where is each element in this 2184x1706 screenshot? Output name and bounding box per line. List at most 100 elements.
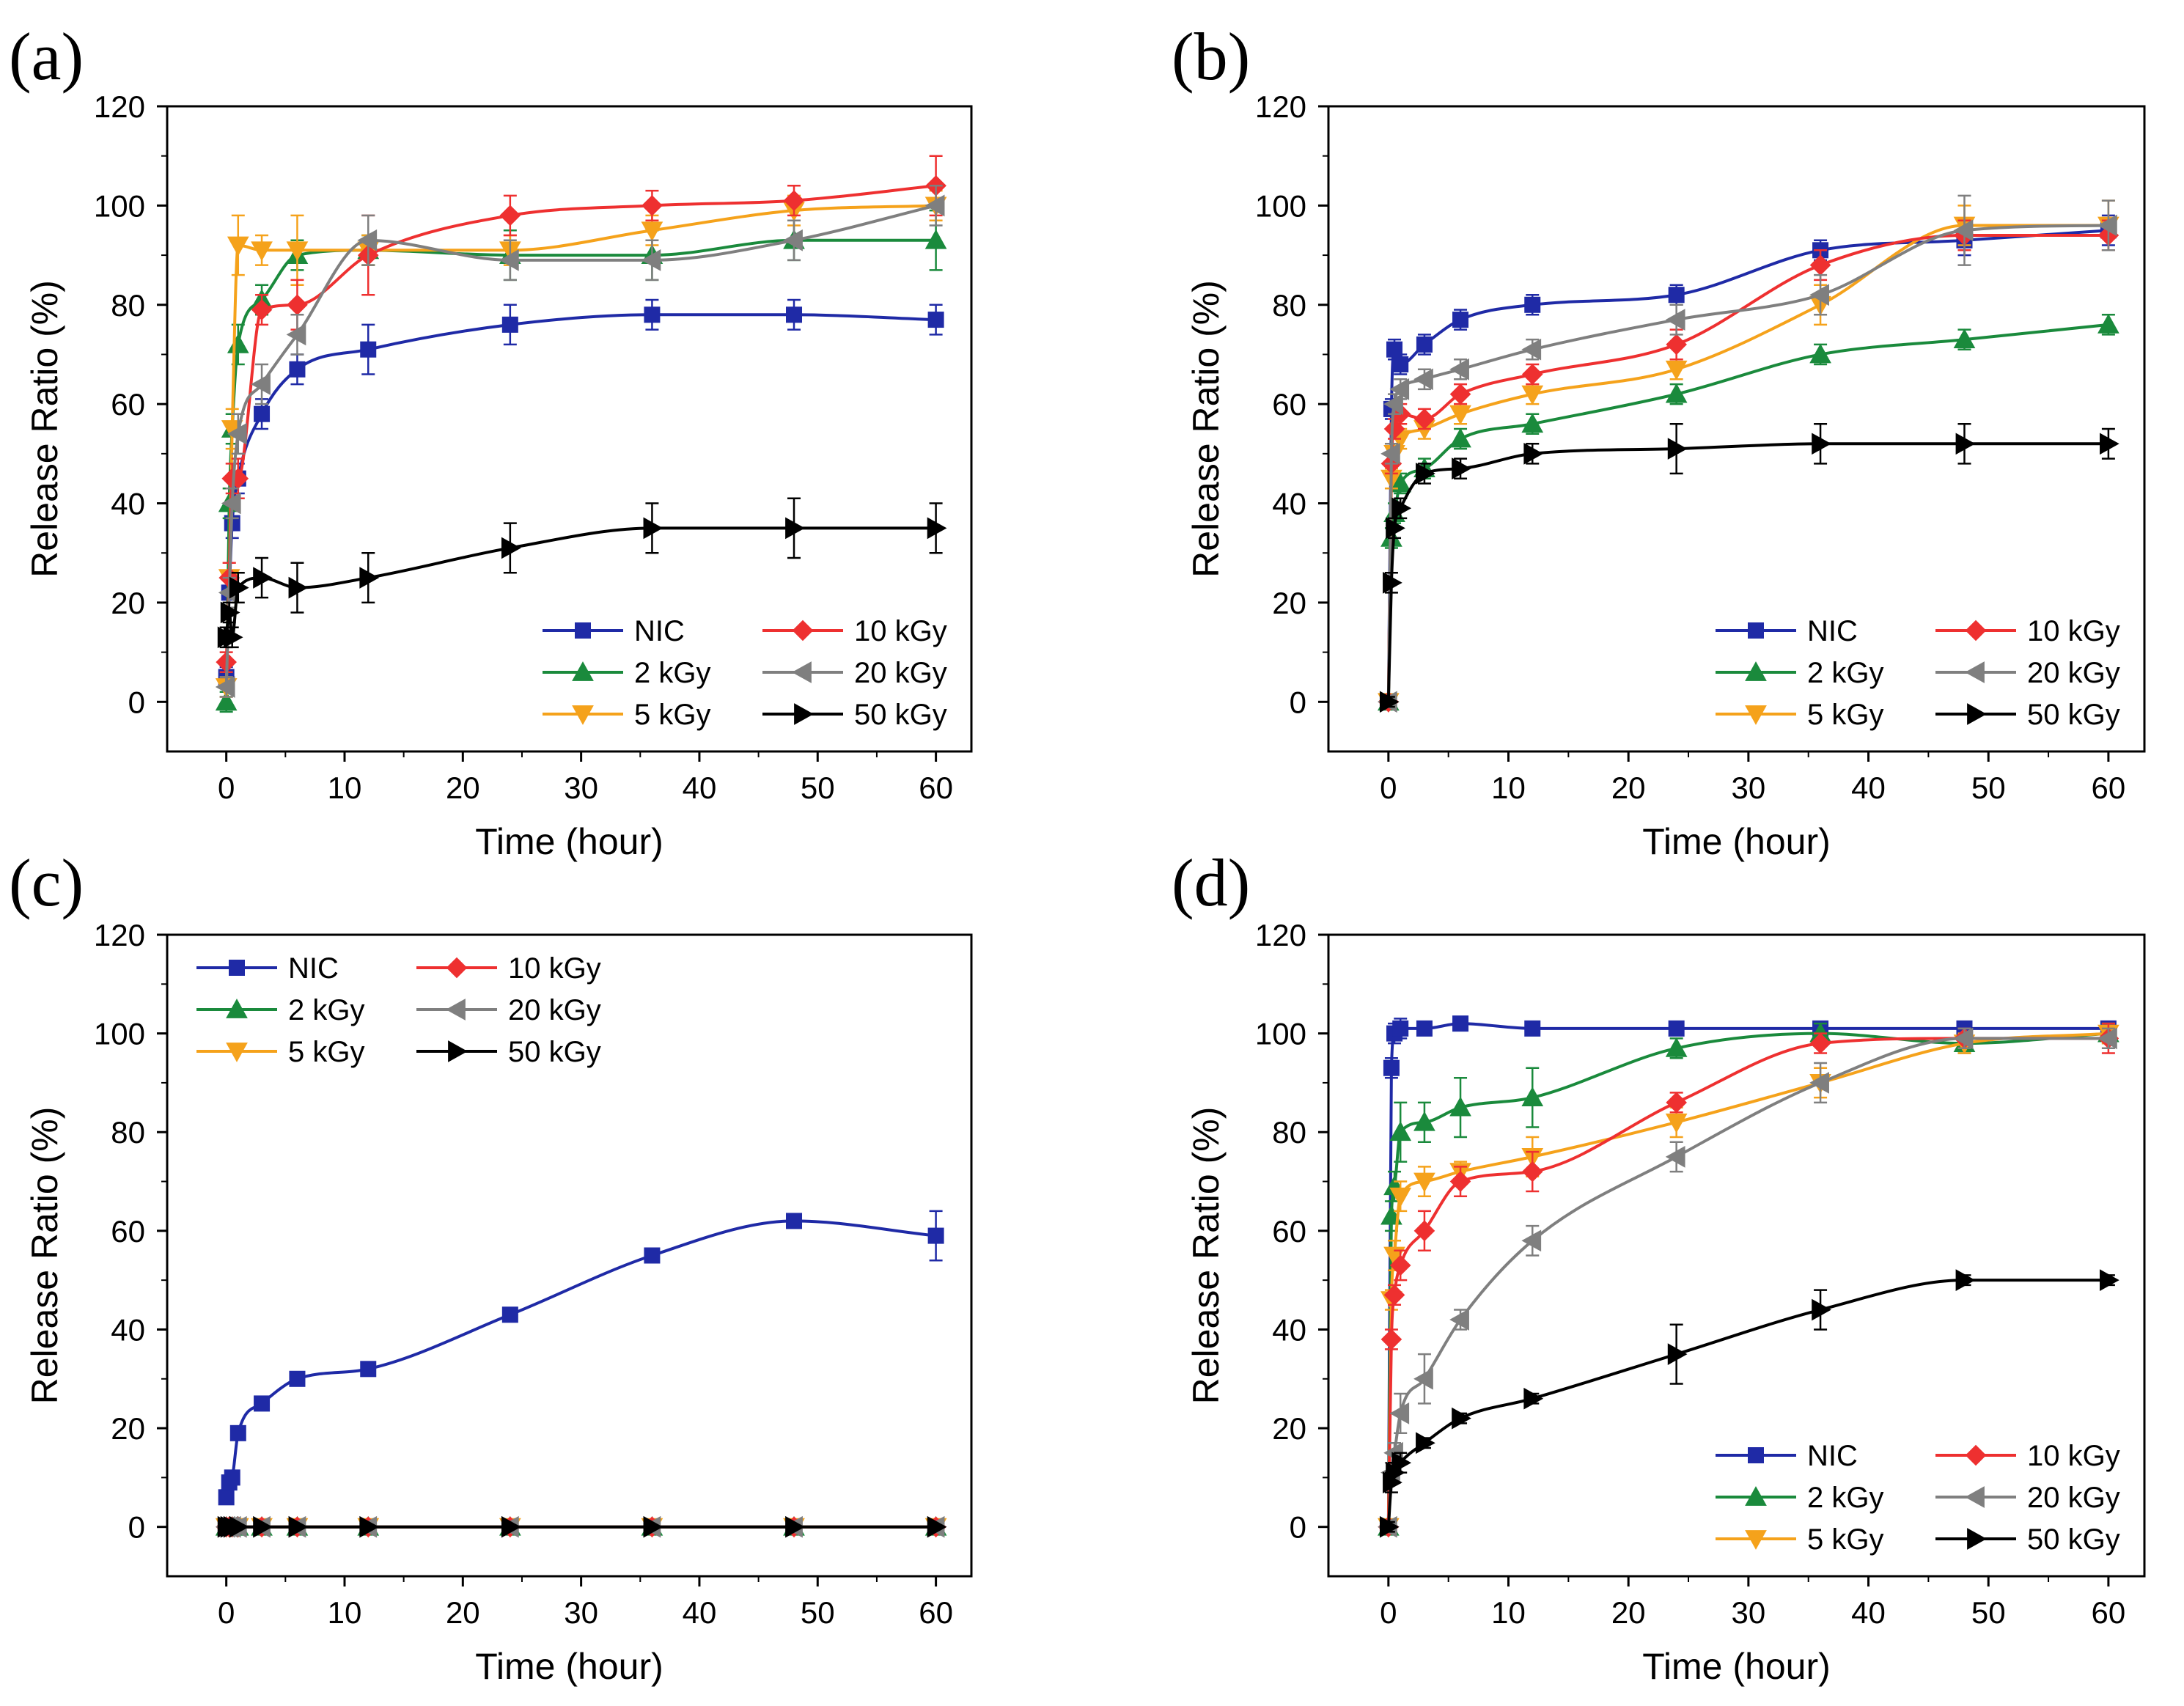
panel-a-legend-entry-50-kgy-swatch-marker: [794, 703, 814, 725]
panel-c-y-tick-label: 0: [128, 1510, 145, 1545]
panel-d-y-tick-label: 120: [1255, 918, 1306, 952]
panel-a-legend-entry-2-kgy: 2 kGy: [543, 657, 710, 689]
panel-d-legend-entry-2-kgy: 2 kGy: [1716, 1482, 1883, 1514]
panel-d-legend-entry-20-kgy-label: 20 kGy: [2027, 1482, 2120, 1514]
panel-a-series-20-kgy-point: [286, 323, 306, 346]
panel-b-series-10-kgy-point: [1413, 408, 1435, 430]
panel-d-series-50-kgy-point: [1416, 1432, 1435, 1455]
panel-d-y-tick-label: 60: [1272, 1214, 1306, 1249]
panel-a-series-50-kgy-line: [224, 526, 936, 639]
panel-d-series-50-kgy-point: [1667, 1343, 1688, 1365]
panel-a-series-10-kgy: [216, 155, 946, 673]
panel-b-x-tick-label: 40: [1851, 771, 1886, 805]
panel-a-series-nic-point: [360, 341, 377, 358]
panel-d-series-20-kgy-point: [1413, 1367, 1433, 1390]
panel-c-y-tick-label: 40: [111, 1312, 145, 1347]
panel-a-series-nic-point: [254, 405, 271, 422]
panel-a-legend-entry-50-kgy: 50 kGy: [762, 699, 947, 731]
panel-b-y-tick-label: 80: [1272, 288, 1306, 323]
panel-b-series-2-kgy: [1377, 313, 2119, 711]
panel-a-series-5-kgy-point: [251, 241, 273, 262]
panel-b-legend-entry-nic-swatch-marker: [1748, 622, 1764, 639]
panel-b-legend-entry-20-kgy-swatch-marker: [1965, 661, 1985, 683]
panel-b-legend-entry-10-kgy-swatch-marker: [1965, 619, 1987, 641]
panel-a-series-20-kgy-point: [924, 194, 945, 217]
panel-b-series-20-kgy-point: [1389, 378, 1410, 400]
panel-a-series-2-kgy-point: [924, 229, 947, 249]
panel-d-series-50-kgy-point: [2100, 1269, 2119, 1292]
panel-b-series-50-kgy-point: [1812, 433, 1831, 455]
panel-a-series-nic-point: [289, 361, 306, 378]
panel-b-x-tick-label: 10: [1491, 771, 1526, 805]
panel-b-axes-frame: [1327, 105, 2146, 753]
panel-d-series-20-kgy-point: [1809, 1072, 1829, 1094]
panel-b-x-tick-label: 20: [1611, 771, 1646, 805]
panel-c-legend-entry-2-kgy-swatch-marker: [226, 999, 248, 1018]
panel-c-legend-entry-nic-label: NIC: [288, 952, 339, 985]
panel-d-series-nic-point: [1452, 1015, 1469, 1032]
panel-b-x-tick-label: 0: [1380, 771, 1397, 805]
panel-d-series-nic-point: [1416, 1020, 1433, 1037]
panel-a-y-tick-label: 80: [111, 288, 145, 323]
panel-a-legend-entry-20-kgy: 20 kGy: [762, 657, 947, 689]
panel-a-series-50-kgy: [217, 497, 947, 649]
panel-c-legend-entry-50-kgy-label: 50 kGy: [508, 1036, 601, 1068]
panel-a-x-tick-label: 10: [328, 771, 362, 805]
panel-c-legend-entry-20-kgy-swatch-marker: [446, 999, 466, 1021]
panel-b-legend-entry-5-kgy-swatch-marker: [1745, 705, 1767, 725]
panel-d-series-nic-point: [1392, 1020, 1409, 1037]
panel-b-series-50-kgy-point: [1383, 571, 1402, 594]
panel-a-series-5-kgy-point: [227, 236, 249, 257]
panel-c-series-nic-point: [360, 1361, 377, 1378]
panel-c-legend-entry-nic: NIC: [196, 952, 339, 985]
panel-a-series-5-kgy-point: [286, 241, 309, 262]
panel-d-y-axis-title: Release Ratio (%): [1185, 1107, 1227, 1405]
panel-a-legend-entry-2-kgy-swatch-marker: [572, 661, 594, 681]
panel-b-legend-entry-2-kgy-label: 2 kGy: [1807, 657, 1883, 689]
panel-b-series-50-kgy-point: [1379, 691, 1400, 713]
panel-b-series-nic-point: [1392, 356, 1409, 372]
panel-a-series-20-kgy-point: [221, 492, 241, 515]
panel-b-legend-entry-20-kgy: 20 kGy: [1935, 657, 2120, 689]
panel-a-series-nic-point: [927, 312, 944, 328]
panel-d-series-50-kgy-point: [1386, 1461, 1405, 1484]
panel-b-legend-entry-10-kgy: 10 kGy: [1935, 615, 2120, 647]
panel-a-series-50-kgy-point: [220, 601, 240, 624]
panel-d-series-50-kgy: [1379, 1269, 2119, 1538]
panel-b-series-nic-line: [1386, 229, 2109, 702]
panel-b-series-50-kgy-point: [1391, 497, 1412, 520]
panel-a-legend-entry-10-kgy-label: 10 kGy: [854, 615, 947, 647]
panel-d-legend: NIC 10 kGy 2 kGy 20 kGy 5 kGy 50 kGy: [1716, 1440, 2120, 1556]
panel-a-series-10-kgy-point: [783, 190, 805, 211]
panel-d-series-20-kgy-point: [2097, 1027, 2117, 1050]
panel-b-series-5-kgy-point: [1449, 405, 1471, 425]
panel-c-series-50-kgy-point: [359, 1515, 380, 1538]
panel-c-legend-entry-5-kgy: 5 kGy: [196, 1036, 364, 1068]
panel-b-series-5-kgy-point: [1665, 360, 1688, 380]
panel-a-y-tick-label: 40: [111, 487, 145, 521]
panel-c-x-axis-title: Time (hour): [475, 1646, 663, 1687]
panel-a-series-20-kgy-point: [215, 676, 235, 698]
panel-a-x-axis-title: Time (hour): [475, 821, 663, 862]
panel-b-series-50-kgy: [1379, 422, 2119, 713]
panel-d-series-10-kgy-point: [1383, 1284, 1405, 1306]
panel-d-legend-entry-10-kgy-swatch-marker: [1965, 1444, 1987, 1466]
panel-b-legend-entry-10-kgy-label: 10 kGy: [2027, 615, 2120, 647]
panel-b-y-tick-label: 20: [1272, 586, 1306, 620]
panel-a-series-20-kgy-line: [224, 204, 937, 688]
panel-d-y-tick-label: 20: [1272, 1411, 1306, 1446]
panel-d-series-20-kgy-point: [1521, 1229, 1542, 1252]
panel-a-series-20-kgy: [215, 185, 945, 698]
panel-d-label: (d): [1172, 845, 1250, 920]
panel-a-series-20-kgy-point: [499, 249, 519, 271]
panel-d-legend-entry-20-kgy: 20 kGy: [1935, 1482, 2120, 1514]
panel-a-y-tick-label: 120: [94, 89, 145, 124]
panel-b-series-10-kgy-point: [1521, 364, 1543, 385]
panel-c-y-tick-label: 120: [94, 918, 145, 952]
panel-c-y-tick-label: 100: [94, 1017, 145, 1051]
panel-b-x-tick-label: 50: [1971, 771, 2006, 805]
panel-a-series-20-kgy-point: [641, 249, 661, 271]
panel-d-series-5-kgy-point: [1665, 1113, 1688, 1133]
panel-c-series-50-kgy-point: [288, 1515, 309, 1538]
